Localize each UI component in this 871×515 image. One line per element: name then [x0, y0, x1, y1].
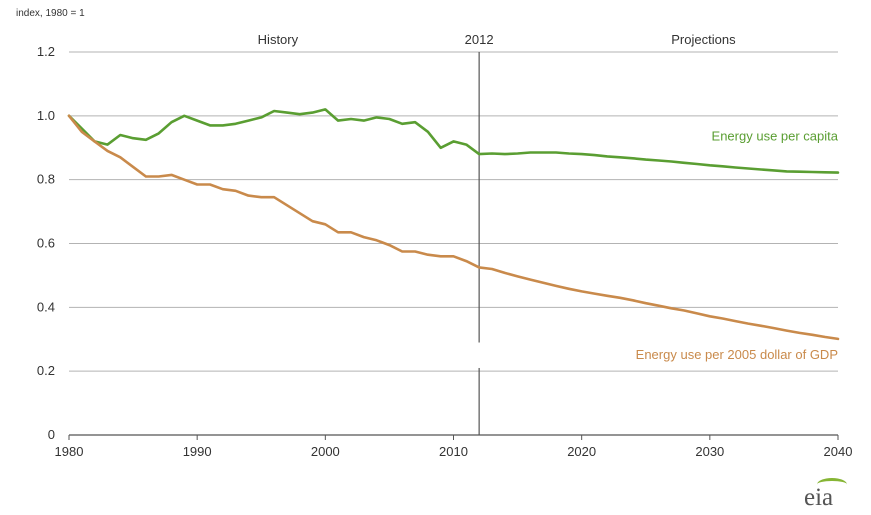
- x-tick-label: 1980: [55, 444, 84, 459]
- y-tick-label: 1.0: [37, 108, 55, 123]
- x-tick-label: 1990: [183, 444, 212, 459]
- series-line-per-capita: [67, 108, 840, 174]
- y-tick-label: 1.2: [37, 44, 55, 59]
- y-tick-label: 0.8: [37, 172, 55, 187]
- series-lines: [67, 108, 840, 341]
- eia-logo: eia: [804, 484, 834, 511]
- per-gdp-series-label: Energy use per 2005 dollar of GDP: [636, 347, 838, 362]
- x-tick-label: 2020: [567, 444, 596, 459]
- grid-lines: [69, 51, 838, 372]
- y-tick-label: 0.6: [37, 236, 55, 251]
- series-line-per-gdp: [67, 114, 840, 341]
- divider-year-label: 2012: [465, 32, 494, 47]
- projections-label: Projections: [671, 32, 736, 47]
- y-tick-label: 0.4: [37, 299, 55, 314]
- chart-labels: History 2012 Projections Energy use per cap…: [258, 32, 839, 362]
- eia-logo-swoosh-icon: [817, 478, 847, 491]
- x-tick-label: 2040: [824, 444, 853, 459]
- x-tick-label: 2010: [439, 444, 468, 459]
- history-label: History: [258, 32, 299, 47]
- y-tick-label: 0: [48, 427, 55, 442]
- x-tick-label: 2030: [695, 444, 724, 459]
- y-axis-unit-label: index, 1980 = 1: [16, 8, 85, 19]
- per-capita-series-label: Energy use per capita: [712, 129, 839, 144]
- y-tick-label: 0.2: [37, 363, 55, 378]
- axes: 0 0.2 0.4 0.6 0.8 1.0 1.2 1980 1990 2000 2010 2020 2…: [37, 44, 853, 459]
- x-tick-label: 2000: [311, 444, 340, 459]
